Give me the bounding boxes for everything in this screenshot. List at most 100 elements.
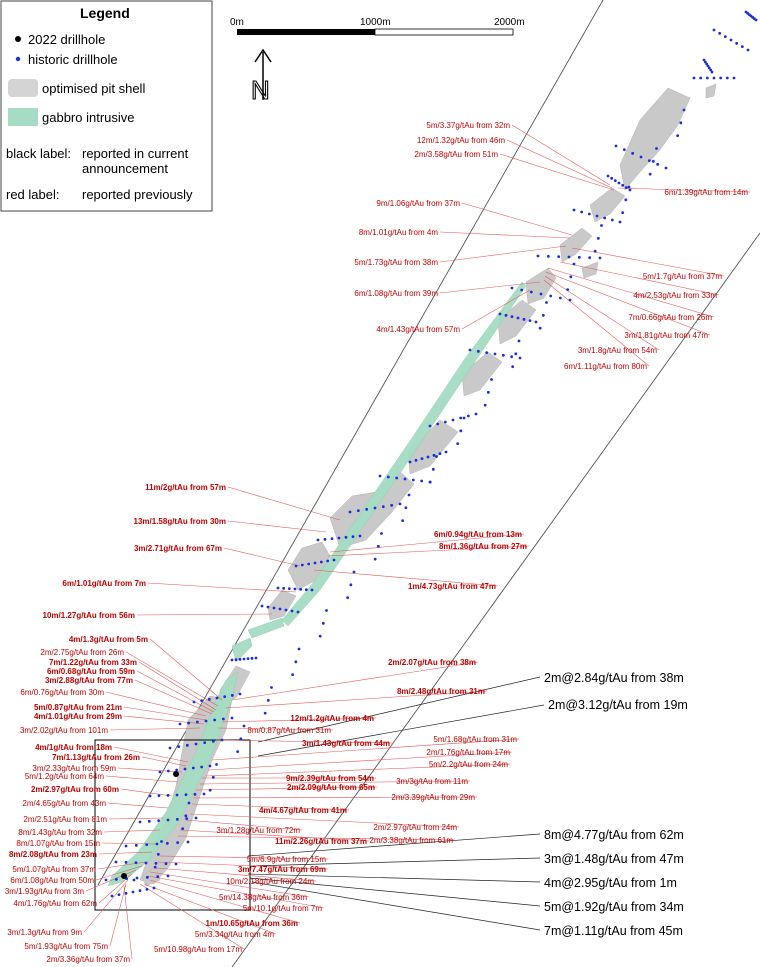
historic-drillhole (330, 537, 334, 541)
historic-drillhole (568, 298, 572, 302)
leader-line (511, 124, 611, 186)
leader-line (227, 486, 341, 521)
assay-label-red: 7m/1.22g/tAu from 33m (49, 658, 137, 667)
black-dot-icon (15, 36, 21, 42)
leader-line (105, 775, 179, 783)
assay-label-red: 6m/1.39g/tAu from 14m (664, 188, 748, 197)
historic-drillhole (236, 750, 240, 754)
historic-drillhole (157, 794, 161, 798)
historic-drillhole (270, 686, 273, 689)
assay-label-red: 5m/6.9g/tAu from 15m (247, 855, 326, 864)
assay-label-red: 8m/1.43g/tAu from 32m (18, 828, 102, 837)
historic-drillhole (348, 510, 352, 514)
assay-label-red: 3m/7.47g/tAu from 69m (238, 865, 326, 874)
historic-drillhole (407, 493, 411, 497)
historic-drillhole (541, 313, 545, 317)
gabbro-swatch (8, 108, 38, 126)
historic-drillhole (187, 721, 191, 725)
assay-label-red: 5m/1.07g/tAu from 37m (12, 865, 96, 874)
historic-drillhole (420, 457, 424, 461)
drillhole-2022 (121, 873, 127, 879)
historic-drillhole (451, 418, 455, 422)
leader-line (177, 835, 456, 841)
leader-line (125, 651, 219, 707)
leader-line (155, 867, 317, 882)
assay-label-red: 8m/1.01g/tAu from 4m (359, 228, 438, 237)
historic-drillhole (165, 841, 169, 845)
historic-drillhole (510, 315, 514, 319)
historic-drillhole (155, 842, 159, 846)
historic-drillhole (351, 535, 355, 539)
assay-label-red: 5m/2.2g/tAu from 24m (429, 760, 508, 769)
historic-drillhole (147, 819, 151, 823)
leader-line (159, 855, 329, 860)
historic-drillhole (378, 474, 382, 478)
historic-drillhole (134, 861, 138, 865)
historic-drillhole (239, 737, 243, 741)
assay-label-red: 9m/1.06g/tAu from 37m (376, 199, 460, 208)
historic-drillhole (194, 816, 198, 820)
assay-label-red: 3m/2.33g/tAu from 59m (32, 764, 116, 773)
historic-drillhole (390, 503, 394, 507)
historic-drillhole (438, 452, 442, 456)
historic-drillhole (735, 41, 739, 45)
historic-drillhole (639, 155, 643, 159)
assay-label-red: 4m/1.01g/tAu from 29m (34, 712, 122, 721)
historic-drillhole (732, 76, 736, 80)
historic-drillhole (504, 313, 508, 317)
assay-label-black: 5m@1.92g/tAu from 34m (544, 900, 684, 914)
leader-line (105, 691, 207, 717)
historic-drillhole (260, 604, 264, 608)
assay-label-red: 3m/1.81g/tAu from 47m (624, 331, 708, 340)
leader-line (143, 883, 277, 935)
drillholes (104, 10, 758, 898)
assay-label-red: 2m/3.36g/tAu from 37m (46, 955, 130, 964)
leader-line (147, 875, 325, 909)
historic-drillhole (346, 596, 350, 600)
leader-line (109, 883, 127, 947)
historic-drillhole (617, 181, 621, 185)
historic-drillhole (164, 862, 168, 866)
historic-drillhole (166, 874, 170, 878)
historic-drillhole (290, 609, 294, 613)
historic-drillhole (145, 843, 149, 847)
historic-drillhole (676, 134, 680, 138)
assay-label-red: 5m/14.38g/tAu from 36m (219, 893, 307, 902)
assay-label-red: 1m/4.73g/tAu from 47m (408, 582, 496, 591)
historic-drillhole (191, 766, 195, 770)
leader-line (205, 763, 511, 777)
historic-drillhole (157, 819, 161, 823)
historic-drillhole (606, 174, 610, 178)
historic-drillhole (718, 31, 722, 35)
assay-label-red: 6m/1.01g/tAu from 7m (62, 579, 146, 588)
historic-drillhole (319, 560, 323, 564)
historic-drillhole (549, 294, 553, 298)
historic-drillhole (618, 220, 622, 224)
historic-drillhole (501, 353, 505, 357)
historic-drillhole (529, 290, 533, 294)
historic-drillhole (293, 587, 297, 591)
historic-drillhole (510, 355, 514, 359)
assay-label-red: 11m/2g/tAu from 57m (145, 483, 226, 492)
assay-label-red: 6m/1.08g/tAu from 39m (354, 289, 438, 298)
leader-line (138, 661, 217, 711)
historic-drillhole (192, 700, 196, 704)
historic-drillhole (211, 775, 215, 779)
historic-drillhole (420, 479, 424, 483)
historic-drillhole (266, 605, 270, 609)
assay-label-red: 4m/1.76g/tAu from 62m (13, 899, 97, 908)
leader-lines-red (83, 124, 751, 960)
historic-drillhole (154, 861, 158, 865)
historic-drillhole (250, 656, 254, 660)
assay-label-red: 2m/2.75g/tAu from 26m (40, 648, 124, 657)
historic-drillhole (705, 62, 709, 66)
historic-drillhole (432, 453, 436, 457)
assay-label-black: 7m@1.11g/tAu from 45m (544, 924, 683, 938)
leader-line (506, 139, 613, 189)
leader-line (544, 275, 660, 351)
historic-drillhole (246, 657, 250, 661)
historic-drillhole (135, 876, 139, 880)
leader-line (108, 817, 165, 820)
historic-drillhole (692, 76, 696, 80)
historic-drillhole (300, 563, 304, 567)
